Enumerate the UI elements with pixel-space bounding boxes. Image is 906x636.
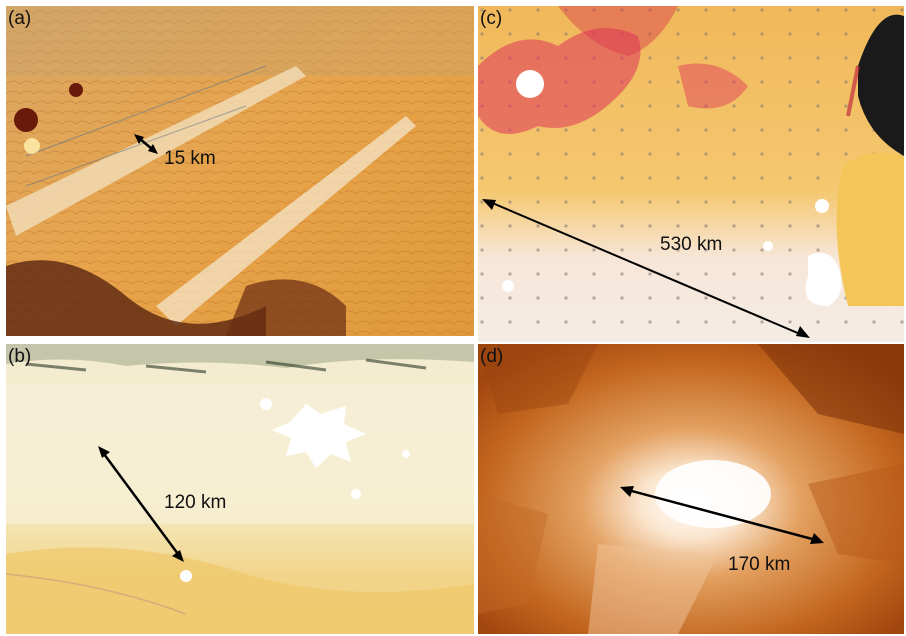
panel-c-label: (c)	[480, 8, 503, 29]
panel-c-scale-label: 530 km	[660, 234, 723, 255]
panel-b-scale-label: 120 km	[164, 492, 227, 513]
panel-a-label: (a)	[8, 8, 32, 29]
regional-image	[478, 6, 904, 342]
dune-field-image	[6, 6, 474, 336]
panel-b-label: (b)	[8, 346, 32, 367]
panel-a-dune-field: (a) 15 km	[6, 6, 474, 336]
panel-c-regional-view: (c) 530 km	[478, 6, 904, 342]
panel-d-heat-map: (d) 170 km	[478, 344, 904, 634]
panel-d-scale-label: 170 km	[728, 554, 791, 575]
panel-b-city-view: (b) 120 km	[6, 344, 474, 634]
panel-d-label: (d)	[480, 346, 504, 367]
panel-a-scale-label: 15 km	[164, 148, 216, 169]
heat-map-image	[478, 344, 904, 634]
city-image	[6, 344, 474, 634]
